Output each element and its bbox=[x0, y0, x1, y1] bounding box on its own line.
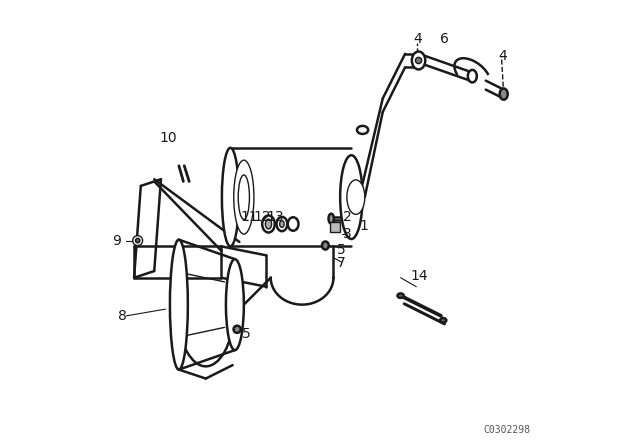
Ellipse shape bbox=[322, 241, 329, 250]
Text: 6: 6 bbox=[440, 32, 449, 47]
Text: C0302298: C0302298 bbox=[484, 425, 531, 435]
Text: 14: 14 bbox=[411, 268, 428, 283]
Ellipse shape bbox=[234, 160, 254, 234]
Ellipse shape bbox=[280, 221, 284, 228]
Ellipse shape bbox=[340, 155, 362, 239]
Ellipse shape bbox=[132, 236, 143, 246]
Ellipse shape bbox=[136, 238, 140, 243]
Ellipse shape bbox=[266, 219, 271, 229]
Ellipse shape bbox=[397, 293, 404, 298]
Ellipse shape bbox=[276, 217, 287, 231]
Text: 4: 4 bbox=[413, 32, 422, 47]
Text: 5: 5 bbox=[337, 242, 346, 257]
Ellipse shape bbox=[440, 318, 446, 323]
Ellipse shape bbox=[500, 89, 508, 100]
Text: 1: 1 bbox=[360, 219, 369, 233]
Text: 4: 4 bbox=[498, 49, 507, 63]
Text: 9: 9 bbox=[112, 233, 120, 248]
Ellipse shape bbox=[234, 326, 241, 333]
Ellipse shape bbox=[222, 148, 239, 246]
Text: 11: 11 bbox=[241, 210, 259, 224]
Ellipse shape bbox=[357, 126, 368, 134]
Text: 2: 2 bbox=[344, 210, 352, 224]
Ellipse shape bbox=[347, 180, 365, 214]
Ellipse shape bbox=[226, 259, 244, 350]
Ellipse shape bbox=[468, 70, 477, 82]
Text: 13: 13 bbox=[266, 210, 284, 224]
Ellipse shape bbox=[288, 217, 298, 231]
Ellipse shape bbox=[262, 215, 275, 233]
Ellipse shape bbox=[170, 240, 188, 370]
Text: 3: 3 bbox=[344, 227, 352, 241]
Ellipse shape bbox=[415, 57, 422, 64]
Bar bbox=[330, 222, 340, 232]
Text: 7: 7 bbox=[337, 256, 346, 271]
Ellipse shape bbox=[328, 214, 334, 224]
Ellipse shape bbox=[412, 52, 426, 69]
Text: 8: 8 bbox=[118, 309, 127, 323]
Text: 12: 12 bbox=[254, 210, 271, 224]
Text: 10: 10 bbox=[160, 131, 177, 145]
Ellipse shape bbox=[238, 175, 250, 220]
Text: 5: 5 bbox=[242, 327, 250, 341]
